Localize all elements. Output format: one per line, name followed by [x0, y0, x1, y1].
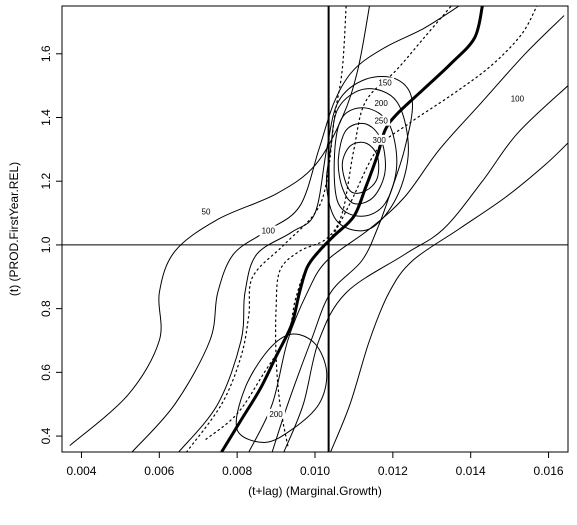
- contour-label: 150: [378, 78, 392, 87]
- reference-lines: [62, 6, 568, 452]
- x-tick-label: 0.016: [534, 464, 564, 478]
- x-tick-label: 0.008: [222, 464, 252, 478]
- y-axis-title: (t) (PROD.FirstYear.REL): [7, 162, 21, 296]
- contour-label: 300: [373, 136, 387, 145]
- contour-line-3: [178, 75, 414, 452]
- y-tick-label: 0.4: [39, 427, 53, 444]
- contour-line-6: [330, 142, 568, 452]
- contour-label: 200: [269, 410, 283, 419]
- contour-line-9: [337, 122, 386, 205]
- contour-label-bg: [508, 93, 527, 104]
- y-tick-label: 0.8: [39, 300, 53, 317]
- dotted-curve-1: [205, 6, 538, 440]
- y-tick-label: 0.6: [39, 364, 53, 381]
- contour-label-bg: [376, 77, 395, 88]
- x-axis: 0.004 0.006 0.008 0.010 0.012 0.014 0.016: [66, 452, 564, 478]
- contour-line-7: [325, 88, 409, 232]
- contour-label-bg: [197, 206, 216, 217]
- contour-label: 100: [511, 94, 525, 103]
- y-tick-label: 1.2: [39, 173, 53, 190]
- y-axis: 0.4 0.6 0.8 1.0 1.2 1.4 1.6: [39, 45, 62, 444]
- x-tick-label: 0.014: [456, 464, 486, 478]
- y-tick-label: 1.6: [39, 45, 53, 62]
- contour-label: 100: [262, 227, 276, 236]
- x-tick-label: 0.006: [144, 464, 174, 478]
- contour-line-2: [131, 6, 460, 452]
- contour-label-bg: [372, 115, 391, 126]
- contour-line-5: [283, 85, 568, 452]
- contour-label-bg: [372, 98, 391, 109]
- x-tick-label: 0.012: [378, 464, 408, 478]
- contour-label-bg: [259, 225, 278, 236]
- contour-line-10: [341, 141, 380, 194]
- contour-line-1: [69, 6, 370, 447]
- y-tick-label: 1.0: [39, 236, 53, 253]
- x-axis-title: (t+lag) (Marginal.Growth): [248, 484, 382, 498]
- x-tick-label: 0.010: [300, 464, 330, 478]
- contour-label: 200: [374, 99, 388, 108]
- contour-label-bg: [267, 408, 286, 419]
- contour-label: 250: [374, 117, 388, 126]
- contour-line-8: [333, 107, 398, 217]
- y-tick-label: 1.4: [39, 109, 53, 126]
- contour-labels: 50 100 100 150 200 250 300 200: [197, 77, 527, 419]
- main-curve: [220, 6, 484, 452]
- x-tick-label: 0.004: [66, 464, 96, 478]
- contour-label-bg: [370, 134, 389, 145]
- contour-label: 50: [202, 207, 211, 216]
- contour-line-11: [235, 333, 328, 443]
